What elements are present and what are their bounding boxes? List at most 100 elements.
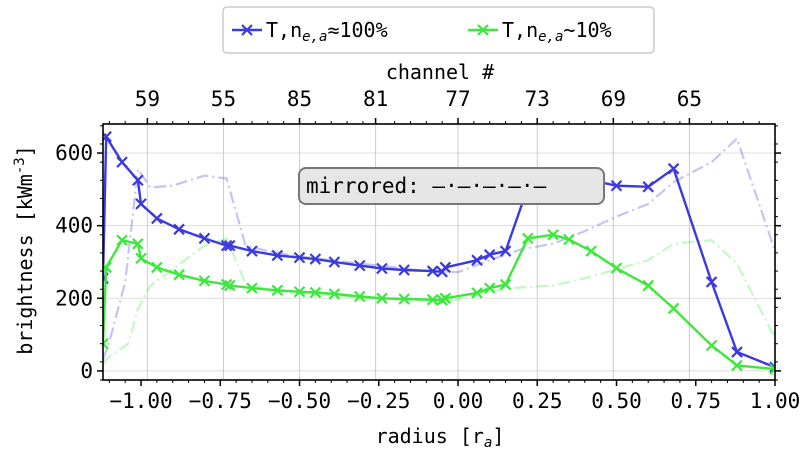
data-point-series-1 [610, 179, 623, 192]
data-point-series-1 [220, 239, 233, 252]
legend: T,ne,a≈100% T,ne,a~10% [222, 6, 655, 54]
data-point-series-1 [135, 198, 147, 210]
x-tick-label: 0.50 [591, 389, 642, 413]
data-point-series-1 [328, 256, 341, 268]
x-tick-label: 0.75 [670, 389, 721, 413]
data-point-series-1 [309, 253, 322, 265]
y-tick-label: 400 [55, 214, 93, 238]
y-tick-label: 600 [55, 141, 93, 165]
annotation-box [298, 167, 605, 205]
series-line-2 [103, 233, 775, 371]
data-point-series-2 [271, 284, 284, 297]
x-tick-label: 0.25 [512, 389, 563, 413]
data-point-series-1 [353, 259, 366, 272]
legend-entry-series-2: T,ne,a~10% [468, 18, 612, 45]
data-point-series-2 [224, 279, 236, 292]
y-tick-label: 200 [55, 286, 93, 310]
annotation-text: mirrored: —·—·—·—·— [306, 174, 547, 198]
top-tick-label: 59 [135, 87, 160, 111]
data-point-series-2 [705, 339, 718, 352]
data-point-series-2 [151, 261, 163, 274]
x-tick-label: −1.00 [109, 389, 172, 413]
data-point-series-2 [116, 234, 128, 246]
data-point-series-2 [426, 293, 439, 306]
x-tick-label: −0.50 [268, 389, 331, 413]
data-point-series-2 [198, 275, 211, 287]
data-point-series-1 [151, 212, 163, 225]
data-point-series-2 [309, 286, 322, 299]
data-point-series-1 [499, 245, 512, 257]
legend-entry-series-1: T,ne,a≈100% [232, 18, 388, 45]
legend-box [222, 6, 655, 54]
x-tick-label: 1.00 [750, 389, 801, 413]
data-point-series-1 [426, 265, 439, 277]
data-point-series-1 [293, 251, 306, 264]
mirrored-line-1 [103, 136, 775, 361]
data-point-series-2 [220, 278, 233, 291]
data-point-series-1 [705, 276, 718, 288]
x-axis-label: radius [ra] [376, 424, 505, 451]
data-point-series-2 [398, 293, 410, 305]
data-point-series-2 [103, 261, 112, 274]
data-point-series-1 [103, 130, 112, 143]
data-point-series-2 [173, 268, 185, 281]
data-point-series-2 [471, 287, 483, 299]
top-tick-label: 65 [677, 87, 702, 111]
data-point-series-2 [563, 233, 575, 246]
data-point-series-2 [499, 278, 512, 291]
top-tick-label: 73 [525, 87, 550, 111]
data-point-series-2 [610, 262, 623, 274]
top-tick-label: 81 [363, 87, 388, 111]
data-point-series-2 [769, 363, 775, 375]
legend-marker-series-1 [241, 24, 253, 36]
data-point-series-2 [132, 238, 144, 250]
top-axis-label: channel # [386, 60, 494, 84]
data-point-series-1 [198, 232, 211, 245]
legend-label-series-1: T,ne,a≈100% [266, 18, 388, 45]
mirrored-annotation: mirrored: —·—·—·—·— [298, 167, 605, 205]
top-tick-label: 55 [211, 87, 236, 111]
plot-frame [102, 123, 776, 381]
data-point-series-2 [483, 282, 496, 294]
legend-marker-series-2 [477, 24, 489, 36]
data-point-series-1 [224, 239, 236, 252]
data-point-series-1 [471, 254, 483, 266]
data-point-series-1 [398, 264, 410, 276]
data-point-series-2 [246, 282, 258, 294]
data-point-series-2 [353, 290, 366, 303]
data-point-series-2 [293, 285, 306, 298]
data-point-series-2 [642, 279, 654, 292]
top-tick-label: 85 [287, 87, 312, 111]
data-point-series-1 [483, 248, 496, 261]
y-tick-label: 0 [80, 359, 93, 383]
data-point-series-2 [328, 288, 341, 300]
y-axis-label: brightness [kWm-3] [12, 145, 37, 355]
top-tick-label: 69 [601, 87, 626, 111]
data-point-series-1 [173, 223, 185, 236]
data-point-series-2 [103, 337, 109, 350]
data-point-series-2 [135, 252, 147, 265]
data-point-series-2 [585, 245, 597, 257]
data-point-series-1 [667, 162, 680, 175]
data-point-series-1 [376, 262, 388, 275]
data-point-series-1 [731, 346, 743, 358]
data-point-series-1 [246, 245, 258, 257]
x-tick-label: 0.00 [433, 389, 484, 413]
data-point-series-2 [547, 228, 559, 241]
data-point-series-1 [439, 261, 452, 274]
data-point-series-1 [642, 181, 654, 193]
ticks: 0 200 400 600 59 55 85 81 77 73 69 65 −1.00 −0.75 −0.5… [55, 87, 800, 413]
data-point-series-2 [376, 292, 388, 305]
x-tick-label: −0.25 [347, 389, 410, 413]
data-point-series-2 [731, 359, 743, 372]
data-point-series-1 [271, 249, 284, 262]
data-point-series-1 [116, 156, 128, 168]
top-tick-label: 77 [445, 87, 470, 111]
data-point-series-2 [521, 232, 534, 245]
x-tick-label: −0.75 [189, 389, 252, 413]
data-point-series-2 [667, 302, 680, 315]
data-point-series-1 [132, 174, 144, 187]
series-lines [103, 130, 775, 375]
